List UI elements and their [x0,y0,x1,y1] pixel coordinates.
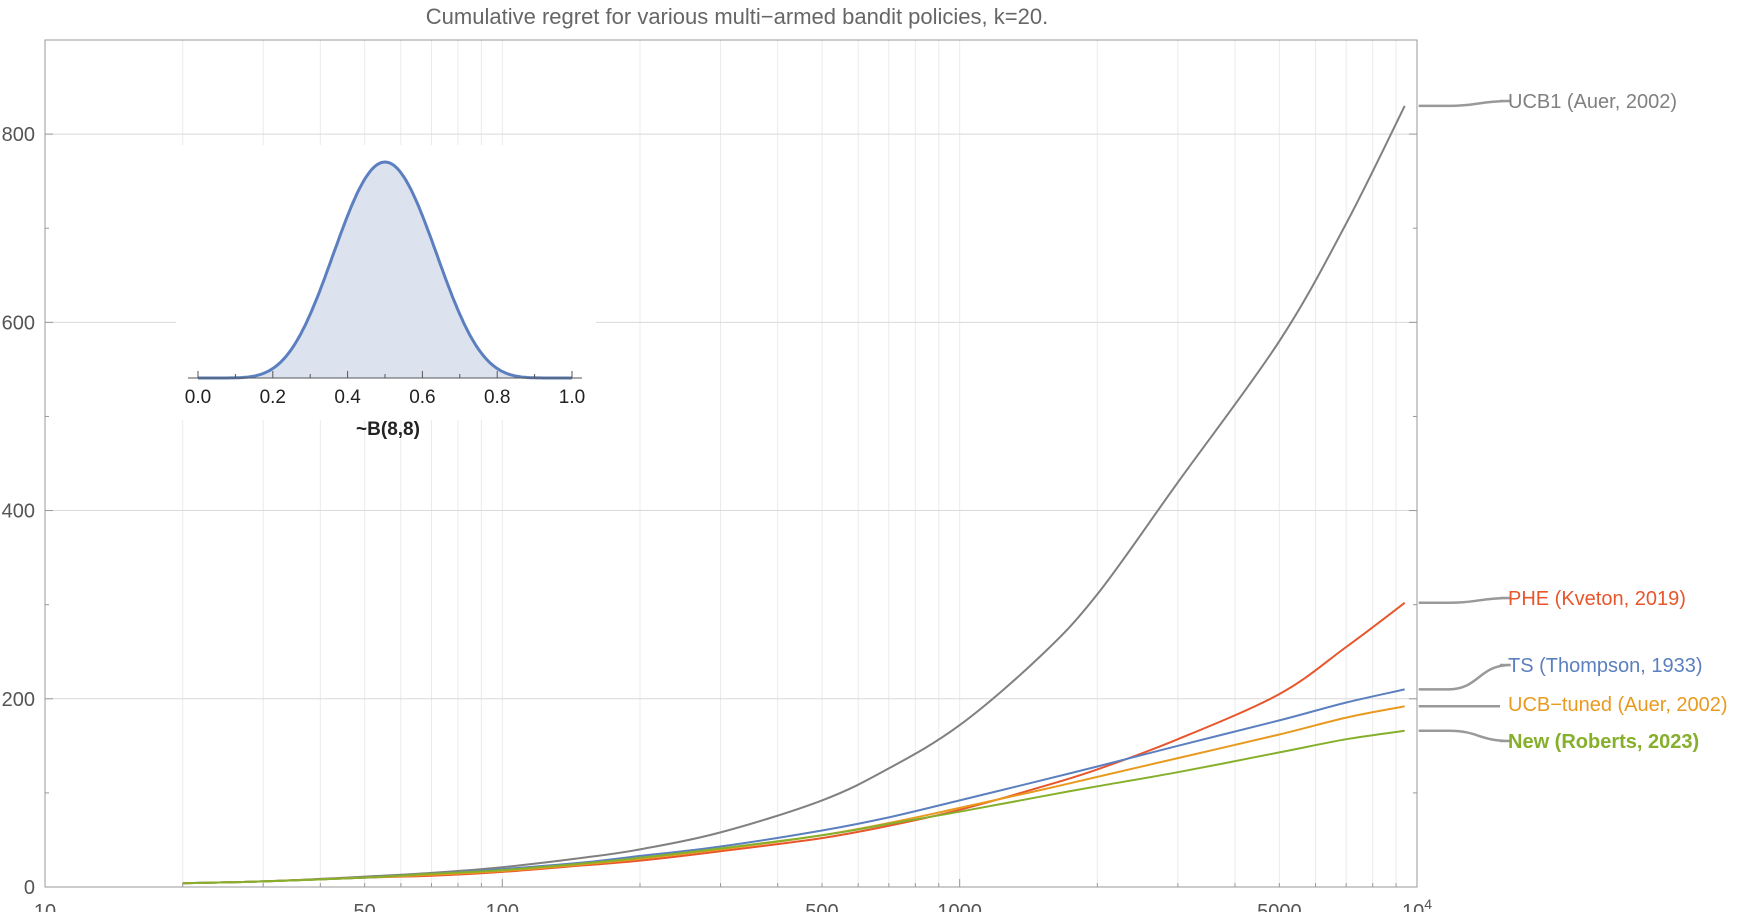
y-tick-label-800: 800 [2,124,35,146]
inset-density-area [198,162,572,378]
series-line-1 [182,602,1406,885]
frame-ticks [45,133,1418,887]
beta-inset: 0.0 0.2 0.4 0.6 0.8 1.0 ~B(8,8) [176,145,596,440]
inset-tick-label-3: 0.6 [409,387,435,408]
y-tick-label-600: 600 [2,312,35,334]
inset-tick-label-5: 1.0 [559,387,585,408]
series-line-3 [182,705,1405,885]
x-tick-labels: 10 50 100 500 1000 5000 104 [34,896,1432,912]
x-tick-label-10000-base: 10 [1402,901,1424,912]
x-tick-label-5000: 5000 [1257,901,1302,912]
legend-leader-new [1418,729,1511,743]
y-tick-label-0: 0 [24,877,35,899]
inset-tick-label-1: 0.2 [260,387,286,408]
inset-tick-marks [197,371,573,378]
x-tick-label-100: 100 [486,901,519,912]
inset-label: ~B(8,8) [356,419,420,440]
x-tick-label-500: 500 [805,901,838,912]
legend-leader-phe [1418,596,1511,605]
plot-frame [44,39,1418,888]
legend: UCB1 (Auer, 2002) PHE (Kveton, 2019) TS … [1418,91,1728,753]
y-tick-label-200: 200 [2,689,35,711]
inset-density-curve [198,160,572,380]
legend-leader-ts [1418,663,1511,691]
legend-label-new: New (Roberts, 2023) [1508,731,1699,753]
y-tick-labels: 0 200 400 600 800 [2,124,35,899]
y-tick-label-400: 400 [2,501,35,523]
x-tick-label-1000: 1000 [937,901,982,912]
x-tick-label-10000-exponent: 4 [1424,896,1432,912]
legend-label-ucb-tuned: UCB−tuned (Auer, 2002) [1508,694,1728,716]
series-line-2 [182,688,1405,885]
legend-label-ts: TS (Thompson, 1933) [1508,655,1703,677]
legend-label-phe: PHE (Kveton, 2019) [1508,588,1686,610]
inset-tick-label-2: 0.4 [334,387,361,408]
x-tick-label-50: 50 [354,901,376,912]
x-tick-label-10: 10 [34,901,56,912]
series-lines [182,105,1406,885]
legend-leader-ucb1 [1418,99,1511,108]
legend-label-ucb1: UCB1 (Auer, 2002) [1508,91,1677,113]
x-tick-label-10000: 104 [1402,896,1432,912]
chart-title: Cumulative regret for various multi−arme… [426,4,1048,29]
inset-tick-label-4: 0.8 [484,387,510,408]
series-line-4 [182,729,1405,885]
inset-tick-label-0: 0.0 [185,387,211,408]
